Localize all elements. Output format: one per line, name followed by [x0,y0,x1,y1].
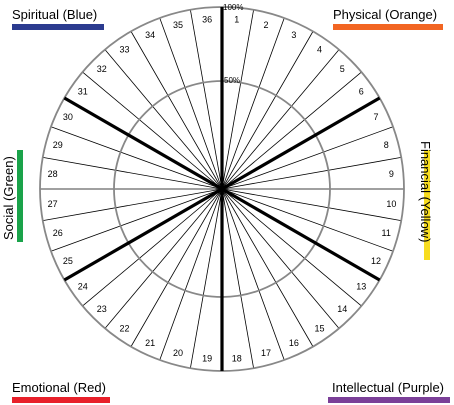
segment-spoke [50,188,223,252]
quadrant-divider-spokes [63,7,381,371]
segment-number: 13 [356,282,366,292]
segment-spoke [130,188,223,347]
physical-label: Physical (Orange) [333,7,438,22]
spiritual-color-bar [12,24,104,30]
segment-number: 33 [119,45,129,55]
quadrant-divider-spoke [221,96,381,191]
outer-ring-label: 100% [223,3,243,12]
segment-number: 3 [291,30,296,40]
segment-spoke [221,188,394,252]
segment-number: 32 [97,64,107,74]
segment-spoke [42,188,223,221]
segment-number: 10 [386,199,396,209]
social-color-bar [17,150,23,242]
segment-number: 21 [145,338,155,348]
segment-number: 7 [374,112,379,122]
segment-number: 12 [371,256,381,266]
segment-spoke [221,31,314,190]
segment-number: 24 [78,282,88,292]
segment-number: 14 [337,304,347,314]
quadrant-divider-spoke [63,96,223,191]
segment-spoke [82,71,223,190]
segment-spoke [221,157,402,190]
segment-number: 15 [315,323,325,333]
social-label: Social (Green) [1,156,16,240]
segment-number: 28 [48,169,58,179]
segment-spoke [221,188,254,369]
emotional-label: Emotional (Red) [12,380,106,395]
inner-ring-label: 50% [224,76,240,85]
segment-spoke [42,157,223,190]
segment-number: 35 [173,20,183,30]
intellectual-label: Intellectual (Purple) [332,380,444,395]
segment-number: 1 [234,15,239,25]
segment-spoke [82,188,223,307]
segment-spoke [221,188,314,347]
segment-spoke [221,126,394,190]
segment-number: 5 [340,64,345,74]
segment-number: 27 [48,199,58,209]
quadrant-divider-spoke [221,187,381,282]
segment-numbers: 1234567891011121314151617181920212223242… [48,15,397,364]
segment-number: 8 [384,140,389,150]
segment-number: 29 [53,140,63,150]
segment-spoke [221,188,285,361]
segment-spoke [190,188,223,369]
financial-label: Financial (Yellow) [418,141,433,243]
segment-spoke [221,188,402,221]
segment-number: 30 [63,112,73,122]
segment-spoke [159,188,223,361]
segment-number: 20 [173,348,183,358]
segment-number: 31 [78,86,88,96]
segment-number: 2 [263,20,268,30]
segment-spoke [221,188,362,307]
segment-number: 23 [97,304,107,314]
segment-number: 11 [382,228,391,238]
segment-number: 16 [289,338,299,348]
segment-spoke [190,9,223,190]
segment-spoke [221,71,362,190]
segment-spoke [221,188,340,329]
segment-number: 9 [389,169,394,179]
segment-number: 4 [317,45,322,55]
physical-color-bar [333,24,443,30]
segment-number: 17 [261,348,271,358]
intellectual-color-bar [328,397,450,403]
segment-number: 26 [53,228,63,238]
segment-spoke [104,188,223,329]
segment-spoke [221,49,340,190]
financial-color-bar [424,150,430,260]
segment-number: 36 [202,15,212,25]
segment-spoke [50,126,223,190]
thin-spokes [40,9,404,369]
emotional-color-bar [12,397,110,403]
spiritual-label: Spiritual (Blue) [12,7,98,22]
segment-spoke [221,17,285,190]
segment-number: 6 [359,86,364,96]
segment-number: 34 [145,30,155,40]
segment-spoke [104,49,223,190]
segment-spoke [159,17,223,190]
segment-number: 19 [202,353,212,363]
segment-number: 22 [119,323,129,333]
segment-number: 18 [232,353,242,363]
segment-spoke [130,31,223,190]
segment-number: 25 [63,256,73,266]
quadrant-divider-spoke [63,187,223,282]
segment-spoke [221,9,254,190]
